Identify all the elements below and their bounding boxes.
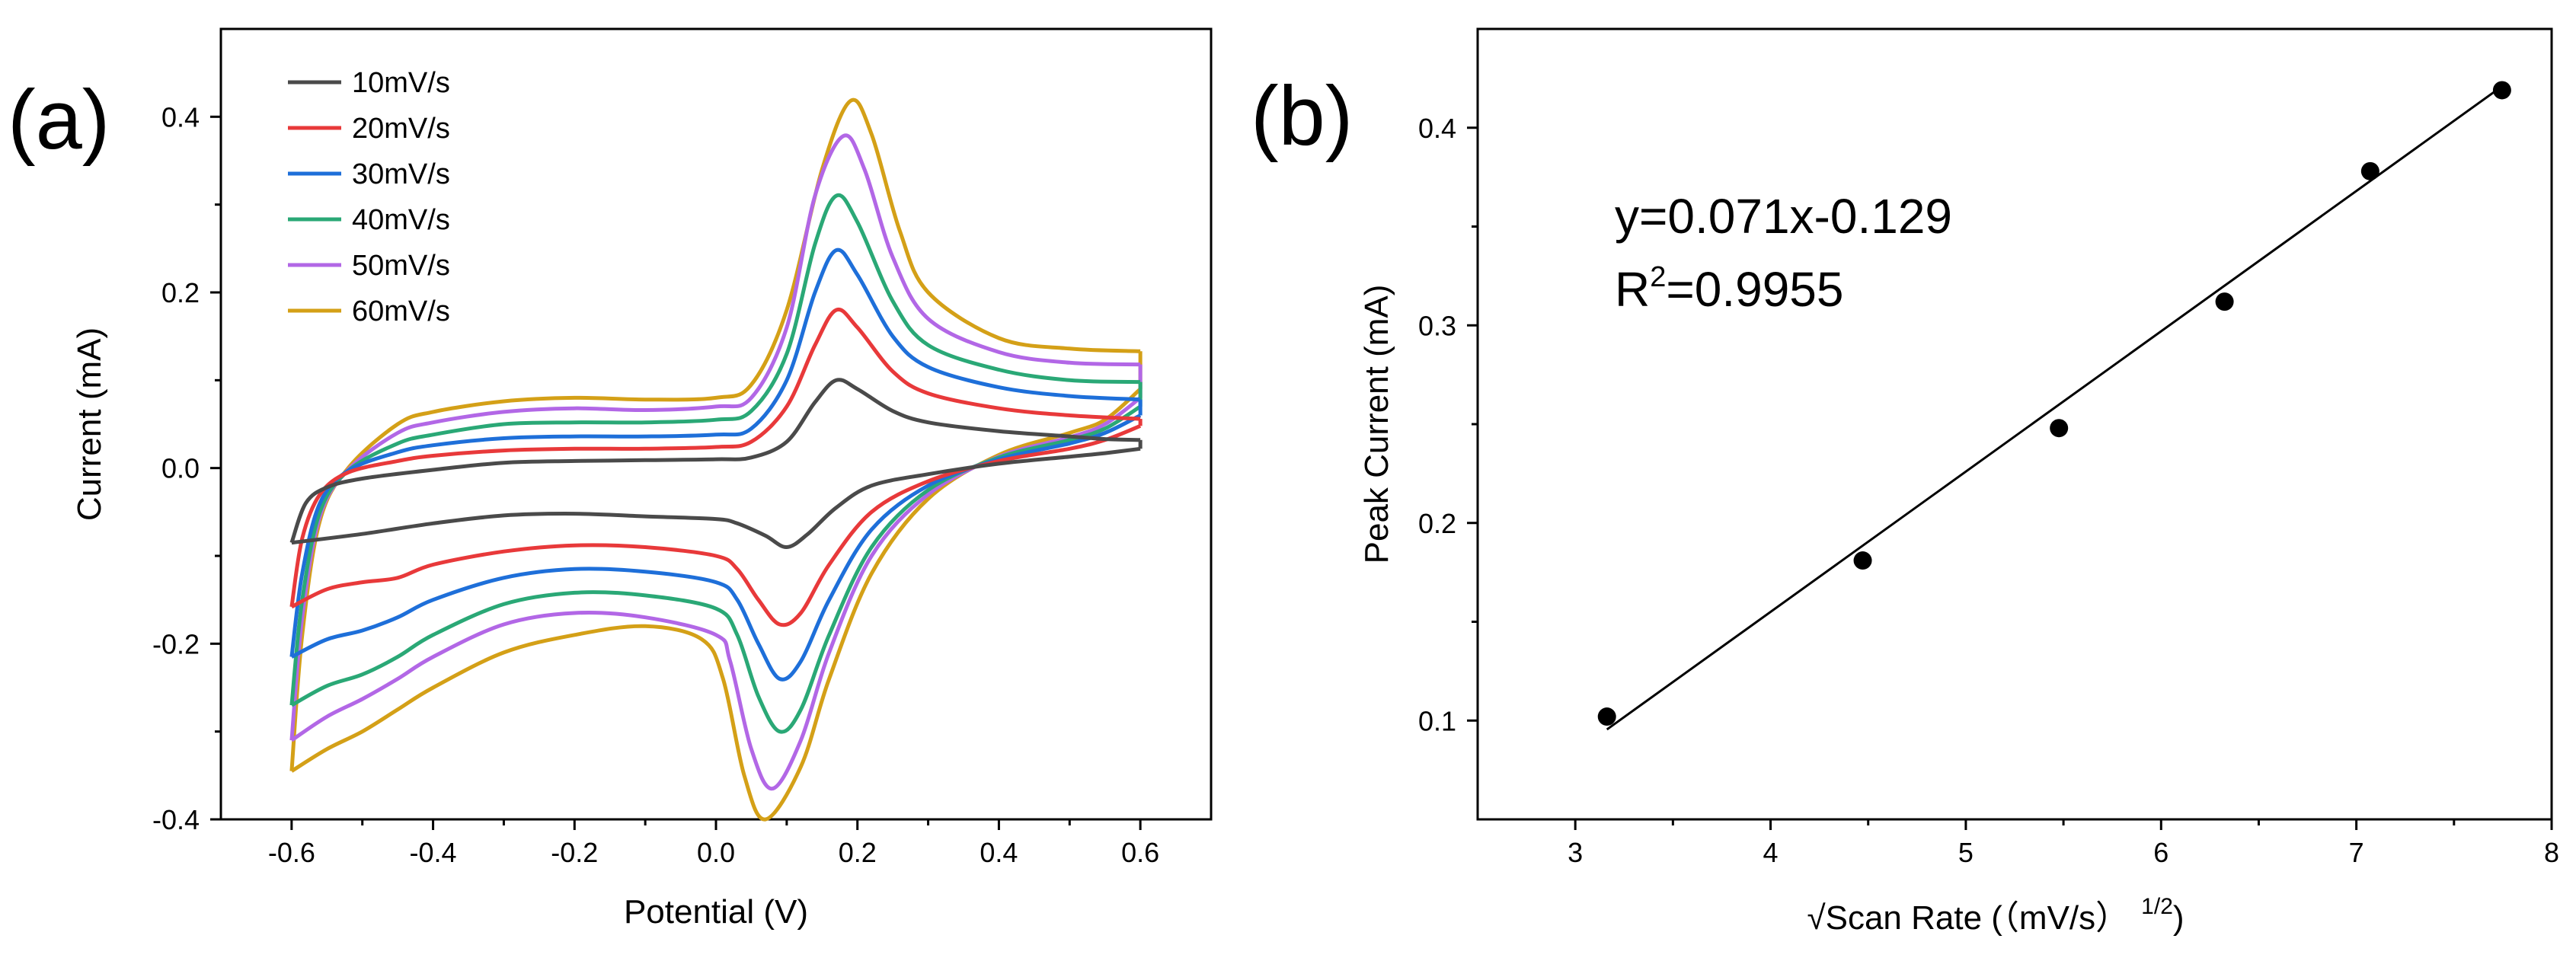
panel-b-peak-current-chart: (b) 3 4 5 6 7 8 0.1 0.2 0.3 0.4 y=0.071x-0.129 R2… — [1251, 27, 2559, 937]
panel-a-y-tick-label: -0.4 — [152, 804, 200, 835]
panel-b-y-tick-label: 0.2 — [1418, 508, 1456, 539]
panel-b-x-tick-label: 3 — [1568, 837, 1583, 868]
panel-a-y-axis-label: Current (mA) — [71, 327, 108, 521]
data-point — [2360, 161, 2379, 180]
panel-a-curves — [289, 97, 1143, 822]
panel-b-x-tick-label: 4 — [1763, 837, 1779, 868]
legend-label-40mv-s: 40mV/s — [352, 204, 450, 236]
panel-a-plot-frame — [219, 27, 1213, 821]
panel-a-x-tick-label: 0.0 — [697, 837, 735, 868]
panel-b-y-tick-label: 0.1 — [1418, 705, 1456, 736]
panel-a-y-tick-label: -0.2 — [152, 628, 200, 659]
panel-b-x-axis-label: √Scan Rate (（mV/s） 1/2) — [1807, 894, 2184, 937]
legend-label-30mv-s: 30mV/s — [352, 158, 450, 190]
panel-b-y-axis-label: Peak Current (mA) — [1358, 285, 1395, 564]
panel-a-y-tick-label: 0.0 — [161, 453, 200, 484]
r-squared-superscript: 2 — [1650, 261, 1666, 293]
panel-a-x-axis-label: Potential (V) — [624, 893, 808, 931]
panel-a-label: (a) — [8, 73, 110, 167]
panel-a-y-tick-label: 0.2 — [161, 277, 200, 308]
r-squared-value: =0.9955 — [1666, 262, 1843, 317]
data-point — [2215, 292, 2234, 311]
legend-label-50mv-s: 50mV/s — [352, 250, 450, 282]
panel-a-y-tick-label: 0.4 — [161, 101, 200, 132]
panel-a-cv-chart: (a) -0.6 -0.4 -0.2 0.0 0.2 0.4 0.6 -0.4 -0.2 0.0 0… — [8, 27, 1213, 931]
panel-b-x-tick-label: 8 — [2544, 837, 2559, 868]
legend-label-10mv-s: 10mV/s — [352, 67, 450, 99]
panel-b-x-tick-label: 6 — [2153, 837, 2169, 868]
panel-b-ticks: 3 4 5 6 7 8 0.1 0.2 0.3 0.4 — [1418, 113, 2559, 868]
panel-b-points — [1597, 81, 2511, 726]
r-squared-prefix: R — [1615, 262, 1650, 317]
panel-a-x-tick-label: 0.6 — [1121, 837, 1159, 868]
panel-b-x-axis-label-sup: 1/2 — [2141, 894, 2173, 919]
panel-b-x-tick-label: 5 — [1958, 837, 1974, 868]
panel-b-label: (b) — [1251, 69, 1353, 163]
data-point — [2492, 81, 2511, 100]
data-point — [1597, 707, 1616, 726]
panel-b-x-axis-label-main: √Scan Rate (（mV/s） — [1807, 899, 2129, 937]
panel-b-plot-frame — [1476, 27, 2553, 821]
cv-curve-forward-10mv-s — [289, 378, 1141, 544]
panel-b-y-tick-label: 0.4 — [1418, 113, 1456, 144]
legend-label-20mv-s: 20mV/s — [352, 113, 450, 145]
r-squared-label: R2=0.9955 — [1615, 261, 1843, 317]
panel-b-x-axis-label-end: ) — [2173, 899, 2184, 937]
cv-curve-forward-20mv-s — [289, 307, 1141, 608]
cv-curve-forward-30mv-s — [289, 247, 1141, 657]
panel-b-fit-line-group — [1606, 85, 2503, 731]
panel-a-x-tick-label: 0.2 — [839, 837, 877, 868]
data-point — [1853, 551, 1872, 570]
legend-label-60mv-s: 60mV/s — [352, 295, 450, 327]
data-point — [2050, 419, 2069, 438]
panel-a-legend: 10mV/s 20mV/s 30mV/s 40mV/s 50mV/s 60mV/s — [288, 67, 450, 327]
panel-b-x-tick-label: 7 — [2349, 837, 2364, 868]
panel-a-x-tick-label: -0.6 — [268, 837, 315, 868]
cv-curve-reverse-10mv-s — [291, 446, 1141, 549]
fit-line — [1606, 85, 2503, 731]
fit-equation-label: y=0.071x-0.129 — [1615, 189, 1952, 244]
panel-b-y-tick-label: 0.3 — [1418, 310, 1456, 341]
panel-a-ticks: -0.6 -0.4 -0.2 0.0 0.2 0.4 0.6 -0.4 -0.2 0.0 0.2 0.… — [152, 101, 1159, 868]
cv-curve-reverse-30mv-s — [290, 413, 1142, 682]
panel-a-x-tick-label: -0.4 — [410, 837, 457, 868]
panel-a-x-tick-label: -0.2 — [551, 837, 598, 868]
panel-a-x-tick-label: 0.4 — [980, 837, 1018, 868]
